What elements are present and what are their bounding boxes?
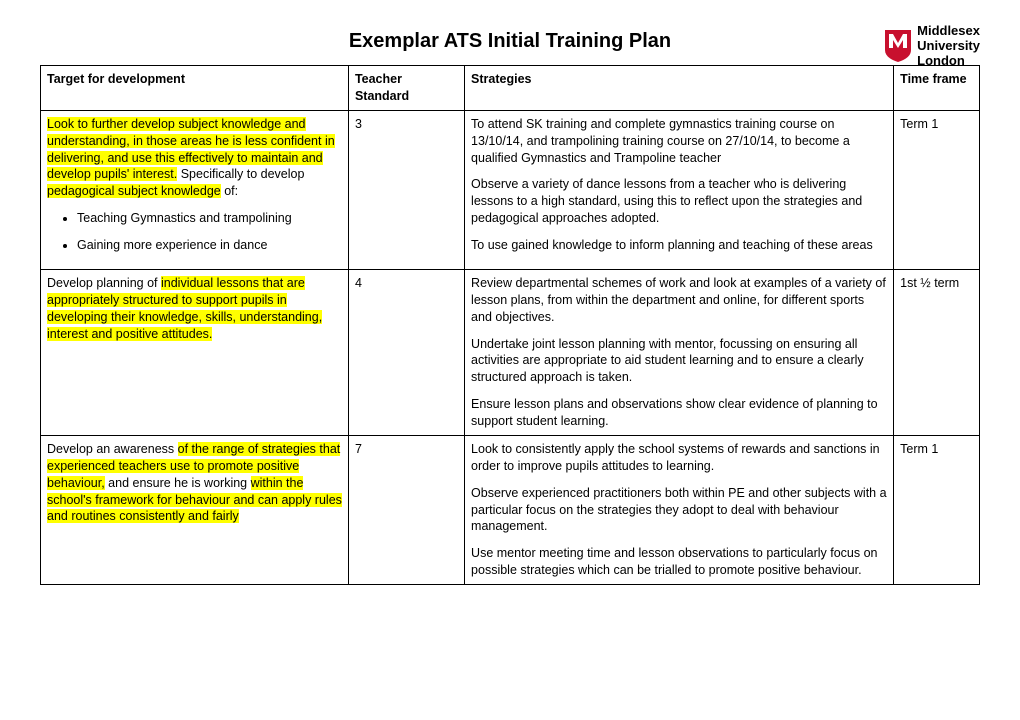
- col-strategies: Strategies: [465, 66, 894, 111]
- strategies-cell: Look to consistently apply the school sy…: [465, 435, 894, 584]
- table-row: Look to further develop subject knowledg…: [41, 110, 980, 269]
- col-standard: Teacher Standard: [348, 66, 464, 111]
- timeframe-cell: 1st ½ term: [894, 269, 980, 435]
- strategy-paragraph: Look to consistently apply the school sy…: [471, 441, 887, 475]
- target-cell: Look to further develop subject knowledg…: [41, 110, 349, 269]
- plain-text: and ensure he is working: [105, 476, 251, 490]
- page-header: Exemplar ATS Initial Training Plan Middl…: [40, 30, 980, 53]
- table-header-row: Target for development Teacher Standard …: [41, 66, 980, 111]
- strategy-paragraph: Undertake joint lesson planning with men…: [471, 336, 887, 387]
- standard-cell: 3: [348, 110, 464, 269]
- table-row: Develop an awareness of the range of str…: [41, 435, 980, 584]
- page-title: Exemplar ATS Initial Training Plan: [40, 30, 980, 53]
- target-cell: Develop an awareness of the range of str…: [41, 435, 349, 584]
- strategy-paragraph: Observe a variety of dance lessons from …: [471, 176, 887, 227]
- col-target: Target for development: [41, 66, 349, 111]
- plain-text: of:: [221, 184, 238, 198]
- strategy-paragraph: To use gained knowledge to inform planni…: [471, 237, 887, 254]
- plain-text: Develop planning of: [47, 276, 161, 290]
- strategy-paragraph: To attend SK training and complete gymna…: [471, 116, 887, 167]
- bullet-item: Teaching Gymnastics and trampolining: [77, 210, 342, 227]
- standard-cell: 7: [348, 435, 464, 584]
- highlighted-text: pedagogical subject knowledge: [47, 184, 221, 198]
- target-cell: Develop planning of individual lessons t…: [41, 269, 349, 435]
- table-row: Develop planning of individual lessons t…: [41, 269, 980, 435]
- shield-icon: [885, 30, 911, 62]
- timeframe-cell: Term 1: [894, 435, 980, 584]
- strategy-paragraph: Observe experienced practitioners both w…: [471, 485, 887, 536]
- plain-text: Specifically to develop: [177, 167, 304, 181]
- plain-text: Develop an awareness: [47, 442, 178, 456]
- strategies-cell: Review departmental schemes of work and …: [465, 269, 894, 435]
- logo-text: Middlesex University London: [917, 24, 980, 69]
- training-plan-table: Target for development Teacher Standard …: [40, 65, 980, 585]
- strategy-paragraph: Use mentor meeting time and lesson obser…: [471, 545, 887, 579]
- standard-cell: 4: [348, 269, 464, 435]
- target-bullets: Teaching Gymnastics and trampolining Gain…: [47, 210, 342, 254]
- strategy-paragraph: Review departmental schemes of work and …: [471, 275, 887, 326]
- bullet-item: Gaining more experience in dance: [77, 237, 342, 254]
- logo-line-2: University: [917, 39, 980, 54]
- university-logo: Middlesex University London: [885, 24, 980, 69]
- logo-line-3: London: [917, 54, 980, 69]
- timeframe-cell: Term 1: [894, 110, 980, 269]
- logo-line-1: Middlesex: [917, 24, 980, 39]
- col-timeframe: Time frame: [894, 66, 980, 111]
- strategies-cell: To attend SK training and complete gymna…: [465, 110, 894, 269]
- strategy-paragraph: Ensure lesson plans and observations sho…: [471, 396, 887, 430]
